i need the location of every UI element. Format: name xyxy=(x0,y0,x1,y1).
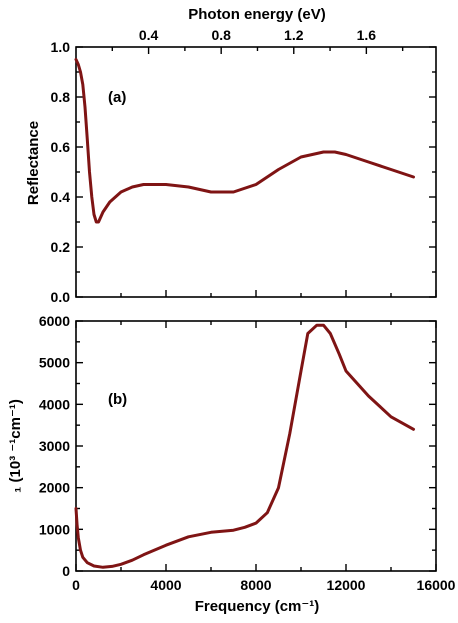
y-tick-label-a: 0.6 xyxy=(51,139,71,155)
y-tick-label-a: 0.4 xyxy=(51,189,71,205)
panel-b-conductivity: ₁ (10³ ⁻¹cm⁻¹) (b) Frequency (cm⁻¹) 0 100… xyxy=(7,313,456,615)
x-tick-label: 12000 xyxy=(327,577,366,593)
y-tick-label-b: 1000 xyxy=(39,521,70,537)
y-axis-title-b: ₁ (10³ ⁻¹cm⁻¹) xyxy=(7,399,24,493)
plot-frame-b xyxy=(75,320,437,572)
y-tick-label-a: 0.2 xyxy=(51,239,71,255)
y-tick-label-b: 0 xyxy=(62,563,70,579)
series-line-b xyxy=(74,323,415,569)
x-axis-title: Frequency (cm⁻¹) xyxy=(195,598,320,615)
top-x-axis-title: Photon energy (eV) xyxy=(188,6,326,23)
panel-label-b: (b) xyxy=(108,391,127,408)
y-tick-label-b: 6000 xyxy=(39,313,70,329)
y-tick-label-a: 0.8 xyxy=(51,89,71,105)
y-tick-label-b: 3000 xyxy=(39,438,70,454)
top-x-tick-label: 0.8 xyxy=(211,27,231,43)
panel-label-a: (a) xyxy=(108,89,126,106)
y-tick-label-a: 0.0 xyxy=(51,289,71,305)
x-tick-label: 0 xyxy=(72,577,80,593)
y-tick-label-b: 4000 xyxy=(39,396,70,412)
series-line-a xyxy=(74,58,415,224)
x-tick-label: 4000 xyxy=(150,577,181,593)
top-x-tick-label: 1.6 xyxy=(357,27,377,43)
panel-a-reflectance: Photon energy (eV) Reflectance (a) 0.0 0.… xyxy=(25,6,437,305)
y-tick-label-a: 1.0 xyxy=(51,39,71,55)
plot-frame-a xyxy=(75,46,437,298)
x-tick-label: 8000 xyxy=(240,577,271,593)
y-tick-label-b: 5000 xyxy=(39,355,70,371)
top-x-tick-label: 1.2 xyxy=(284,27,304,43)
y-axis-title-a: Reflectance xyxy=(25,121,42,205)
x-tick-label: 16000 xyxy=(417,577,456,593)
top-x-tick-label: 0.4 xyxy=(139,27,159,43)
y-tick-label-b: 2000 xyxy=(39,480,70,496)
